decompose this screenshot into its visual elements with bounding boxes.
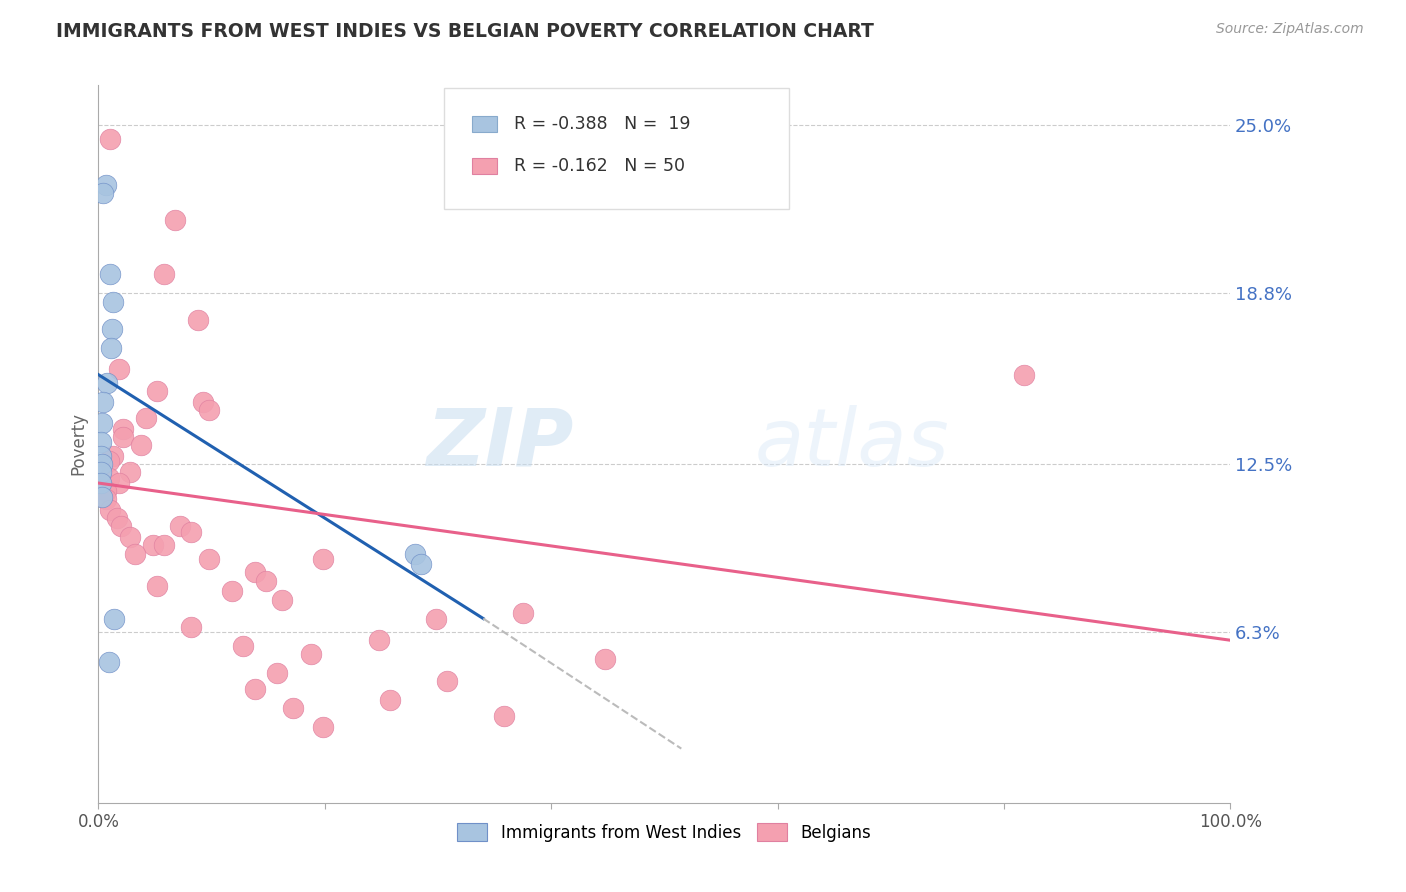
Text: Source: ZipAtlas.com: Source: ZipAtlas.com [1216,22,1364,37]
Point [97,454,120,468]
Point [232,639,254,653]
Text: atlas: atlas [755,405,949,483]
Point [90,465,112,479]
Point [595,652,617,666]
Point [180,524,202,539]
Point [96,178,118,192]
Point [169,519,191,533]
Point [146,384,169,398]
Text: R = -0.388   N =  19: R = -0.388 N = 19 [513,115,690,133]
Point [124,547,146,561]
Point [103,611,125,625]
Point [266,665,288,680]
Text: ZIP: ZIP [426,405,574,483]
Point [90,457,112,471]
Point [409,558,432,572]
Point [221,584,243,599]
Point [404,547,426,561]
Point [97,655,120,669]
Point [97,470,120,484]
Point [112,422,135,436]
Point [91,186,114,201]
Point [112,430,135,444]
Point [165,213,187,227]
Point [281,701,304,715]
Text: IMMIGRANTS FROM WEST INDIES VS BELGIAN POVERTY CORRELATION CHART: IMMIGRANTS FROM WEST INDIES VS BELGIAN P… [56,22,875,41]
Point [101,449,124,463]
Point [131,438,153,452]
FancyBboxPatch shape [472,116,496,132]
Y-axis label: Poverty: Poverty [69,412,87,475]
Text: R = -0.162   N = 50: R = -0.162 N = 50 [513,157,685,175]
Point [90,435,112,450]
Point [299,647,322,661]
Point [107,476,129,491]
Point [96,492,118,507]
Point [380,693,402,707]
Point [107,362,129,376]
Point [96,484,118,499]
Point [436,673,458,688]
Point [120,530,142,544]
Point [198,403,221,417]
Point [98,132,121,146]
Point [90,449,112,463]
Legend: Immigrants from West Indies, Belgians: Immigrants from West Indies, Belgians [450,817,879,848]
Point [512,606,534,620]
Point [96,376,118,390]
Point [311,552,333,566]
Point [191,394,214,409]
Point [492,709,515,723]
Point [110,519,132,533]
Point [368,633,391,648]
Point [311,720,333,734]
Point [90,490,112,504]
Point [153,538,176,552]
Point [254,574,277,588]
Point [98,268,121,282]
FancyBboxPatch shape [472,158,496,174]
Point [105,511,128,525]
Point [142,538,165,552]
Point [146,579,169,593]
Point [101,321,124,335]
Point [135,411,157,425]
Point [100,341,122,355]
Point [101,294,124,309]
Point [187,313,209,327]
Point [270,592,292,607]
Point [243,566,266,580]
Point [90,417,112,431]
Point [425,611,447,625]
Point [180,620,202,634]
Point [98,503,121,517]
Point [91,394,114,409]
Point [153,268,176,282]
Point [243,681,266,696]
Point [90,476,112,491]
FancyBboxPatch shape [444,88,789,209]
Point [198,552,221,566]
Point [1012,368,1035,382]
Point [120,465,142,479]
